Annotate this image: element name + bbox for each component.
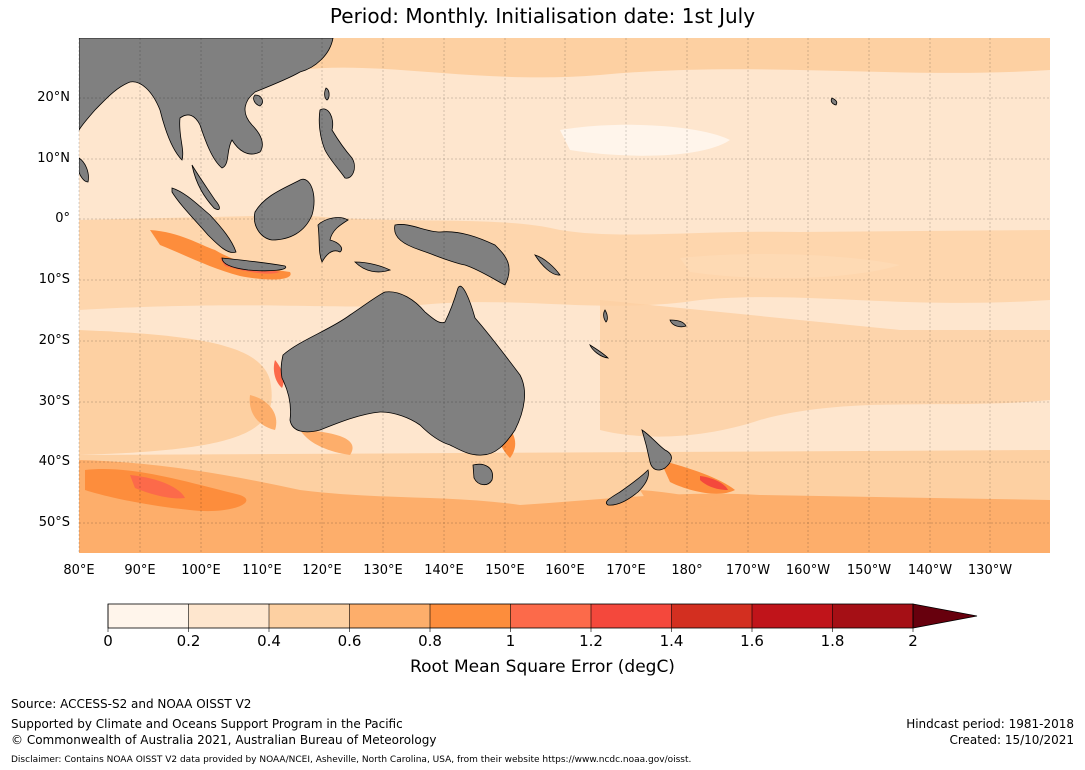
- colorbar-segment: [108, 604, 189, 628]
- colorbar-tick: 0.2: [176, 632, 201, 650]
- sumatra: [171, 187, 237, 253]
- colorbar-segment: [671, 604, 752, 628]
- lat-label: 30°S: [38, 394, 70, 409]
- created-date: Created: 15/10/2021: [949, 733, 1074, 747]
- solomon-islands: [534, 254, 561, 276]
- lat-label: 20°N: [37, 90, 70, 105]
- lon-label: 100°E: [181, 563, 221, 578]
- lon-label: 110°E: [242, 563, 282, 578]
- fiji: [669, 319, 687, 328]
- lon-label: 130°W: [967, 563, 1013, 578]
- colorbar-label: Root Mean Square Error (degC): [410, 657, 675, 677]
- asia-mainland: [79, 38, 334, 169]
- tasmania: [472, 463, 493, 486]
- colorbar-tick: 1.2: [579, 632, 603, 650]
- lat-label: 40°S: [38, 454, 70, 469]
- lon-label: 80°E: [63, 563, 95, 578]
- lat-label: 10°S: [38, 272, 70, 287]
- lon-label: 150°W: [846, 563, 892, 578]
- sulawesi: [317, 217, 349, 263]
- lat-label: 20°S: [38, 333, 70, 348]
- malay-peninsula: [191, 164, 220, 210]
- colorbar-segment: [188, 604, 269, 628]
- colorbar-segment: [430, 604, 511, 628]
- philippines: [318, 108, 355, 179]
- new-guinea: [394, 224, 510, 286]
- lat-label: 10°N: [37, 151, 70, 166]
- borneo: [253, 178, 315, 241]
- colorbar-segment: [752, 604, 833, 628]
- lon-label: 140°E: [424, 563, 464, 578]
- map-title: Period: Monthly. Initialisation date: 1s…: [329, 4, 756, 28]
- colorbar-segment: [591, 604, 672, 628]
- lat-label: 0°: [55, 211, 70, 226]
- vanuatu: [603, 309, 608, 323]
- disclaimer-text: Disclaimer: Contains NOAA OISST V2 data …: [11, 755, 692, 765]
- colorbar-extend-arrow: [912, 603, 978, 629]
- colorbar-tick: 0.6: [337, 632, 362, 650]
- lon-label: 120°E: [302, 563, 342, 578]
- colorbar-segment: [832, 604, 913, 628]
- colorbar-tick: 1.4: [659, 632, 684, 650]
- lon-label: 140°W: [907, 563, 953, 578]
- india-tip: [79, 157, 89, 183]
- colorbar-tick: 1: [505, 632, 516, 650]
- colorbar-segment: [269, 604, 350, 628]
- lon-label: 170°W: [725, 563, 771, 578]
- colorbar-tick: 1.6: [740, 632, 764, 650]
- colorbar-tick: 1.8: [820, 632, 845, 650]
- source-text: Source: ACCESS-S2 and NOAA OISST V2: [11, 697, 252, 711]
- colorbar-tick: 0: [103, 632, 113, 650]
- colorbar-segment: [510, 604, 591, 628]
- australia: [280, 285, 525, 456]
- hindcast-period: Hindcast period: 1981-2018: [906, 717, 1074, 731]
- land-masses: [79, 38, 838, 506]
- lon-label: 150°E: [485, 563, 525, 578]
- colorbar-tick: 0.4: [257, 632, 281, 650]
- lon-label: 90°E: [124, 563, 156, 578]
- lon-label: 170°E: [606, 563, 646, 578]
- colorbar: [107, 603, 978, 632]
- taiwan: [324, 87, 330, 101]
- java: [221, 257, 287, 272]
- nz-south-island: [605, 469, 649, 506]
- hainan: [253, 94, 263, 107]
- colorbar-tick: 2: [908, 632, 918, 650]
- colorbar-tick: 0.8: [418, 632, 442, 650]
- lon-label: 160°E: [545, 563, 585, 578]
- hawaii: [830, 97, 838, 106]
- lon-label: 160°W: [785, 563, 831, 578]
- supported-text: Supported by Climate and Oceans Support …: [11, 717, 403, 731]
- timor: [354, 261, 392, 273]
- graticule: [78, 38, 1050, 553]
- copyright-text: © Commonwealth of Australia 2021, Austra…: [11, 733, 437, 747]
- nz-north-island: [641, 429, 672, 471]
- lat-label: 50°S: [38, 515, 70, 530]
- lon-label: 130°E: [363, 563, 403, 578]
- colorbar-segment: [349, 604, 430, 628]
- new-caledonia: [589, 344, 610, 359]
- lon-label: 180°: [671, 563, 703, 578]
